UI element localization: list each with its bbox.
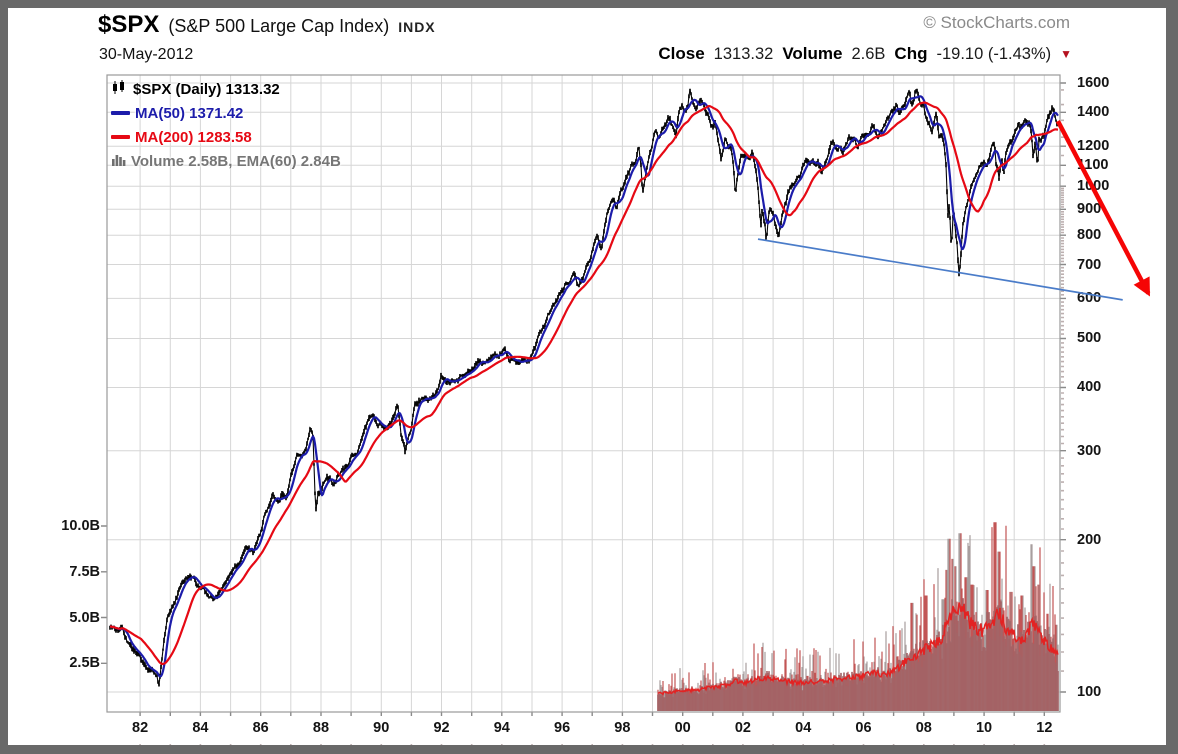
legend-ma200-label: MA(200) 1283.58 [135, 128, 252, 146]
chart-legend: $SPX (Daily) 1313.32 MA(50) 1371.42 MA(2… [111, 77, 341, 173]
price-axis-label: 200 [1077, 531, 1102, 548]
price-axis-label: 500 [1077, 330, 1102, 347]
year-axis-label: 10 [975, 720, 993, 736]
volume-value: 2.6B [851, 45, 886, 63]
price-axis-label: 400 [1077, 379, 1102, 396]
year-axis-label: 86 [252, 720, 269, 736]
volume-label: Volume [782, 44, 843, 63]
year-axis-label: 02 [734, 720, 751, 736]
exchange-code: INDX [398, 19, 436, 35]
header-title: $SPX (S&P 500 Large Cap Index) INDX [98, 11, 436, 39]
price-axis-label: 700 [1077, 256, 1102, 273]
price-axis-label: 1600 [1077, 74, 1110, 91]
year-axis-label: 94 [493, 720, 510, 736]
legend-volume-row: Volume 2.58B, EMA(60) 2.84B [111, 149, 341, 173]
price-axis-label: 1200 [1077, 138, 1110, 155]
stockcharts-watermark: © StockCharts.com [923, 13, 1070, 32]
close-label: Close [658, 44, 705, 63]
legend-ma50-row: MA(50) 1371.42 [111, 101, 341, 125]
price-axis-label: 1400 [1077, 104, 1110, 121]
chg-label: Chg [894, 44, 928, 63]
price-axis-label: 900 [1077, 201, 1102, 218]
legend-ma200-row: MA(200) 1283.58 [111, 125, 341, 149]
volume-axis-label: 2.5B [69, 655, 100, 672]
ma50-line-swatch-icon [111, 111, 130, 115]
year-axis-label: 04 [795, 720, 812, 736]
volume-bars-icon [111, 153, 126, 170]
year-axis-label: 92 [433, 720, 450, 736]
legend-ma50-label: MA(50) 1371.42 [135, 104, 244, 122]
price-axis-label: 300 [1077, 442, 1102, 459]
quote-date: 30-May-2012 [99, 46, 194, 63]
price-axis-label: 600 [1077, 290, 1102, 307]
legend-symbol-row: $SPX (Daily) 1313.32 [111, 77, 341, 101]
year-axis-label: 06 [855, 720, 872, 736]
year-axis-label: 98 [614, 720, 631, 736]
change-down-triangle-icon: ▼ [1060, 47, 1072, 61]
ma200-line-swatch-icon [111, 135, 130, 139]
year-axis-label: 12 [1036, 720, 1053, 736]
quote-summary: Close 1313.32 Volume 2.6B Chg -19.10 (-1… [658, 44, 1072, 64]
legend-symbol-label: $SPX (Daily) 1313.32 [133, 80, 280, 98]
year-axis-label: 08 [915, 720, 932, 736]
volume-axis-label: 10.0B [61, 518, 100, 534]
candlestick-icon [111, 79, 128, 99]
chg-value: -19.10 (-1.43%) [936, 45, 1052, 63]
symbol: $SPX [98, 11, 160, 38]
year-axis-label: 82 [132, 720, 149, 736]
year-axis-label: 00 [674, 720, 691, 736]
year-axis-label: 90 [373, 720, 390, 736]
legend-volume-label: Volume 2.58B, EMA(60) 2.84B [131, 152, 341, 170]
close-value: 1313.32 [713, 45, 774, 63]
volume-axis-label: 5.0B [69, 609, 100, 626]
price-axis-label: 100 [1077, 684, 1102, 700]
year-axis-label: 88 [312, 720, 330, 736]
year-axis-label: 96 [554, 720, 571, 736]
index-name: (S&P 500 Large Cap Index) [168, 16, 390, 36]
year-axis-label: 84 [192, 720, 209, 736]
price-axis-label: 800 [1077, 227, 1102, 244]
volume-axis-label: 7.5B [69, 563, 100, 580]
